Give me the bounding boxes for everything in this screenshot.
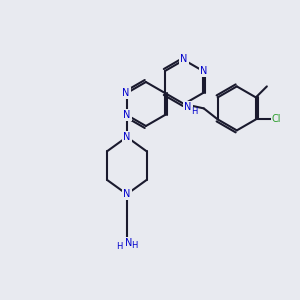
Text: N: N (180, 54, 188, 64)
Text: Cl: Cl (272, 114, 281, 124)
Text: N: N (200, 66, 208, 76)
Text: H: H (191, 107, 197, 116)
Text: N: N (122, 88, 130, 98)
Text: N: N (123, 110, 130, 120)
Text: N: N (125, 238, 132, 248)
Text: N: N (123, 132, 130, 142)
Text: N: N (184, 102, 192, 112)
Text: H: H (131, 241, 137, 250)
Text: N: N (123, 189, 130, 199)
Text: H: H (116, 242, 122, 251)
